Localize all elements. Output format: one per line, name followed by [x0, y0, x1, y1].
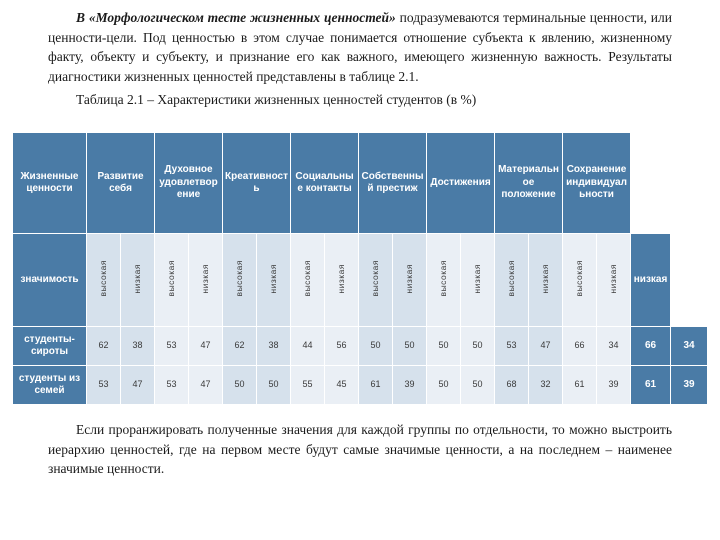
col-h1: Развитие себя	[87, 133, 155, 234]
sub-hi: высокая	[155, 234, 189, 327]
sub-lo: низкая	[393, 234, 427, 327]
cell: 44	[291, 327, 325, 366]
cell: 50	[359, 327, 393, 366]
cell: 50	[223, 366, 257, 405]
cell: 55	[291, 366, 325, 405]
col-h3: Креативность	[223, 133, 291, 234]
cell: 50	[461, 327, 495, 366]
sub-lo: низкая	[529, 234, 563, 327]
cell: 50	[427, 327, 461, 366]
subheader-label: значимость	[13, 234, 87, 327]
sub-hi: высокая	[359, 234, 393, 327]
subheader-row: значимостьвысокаянизкаявысокаянизкаявысо…	[13, 234, 708, 327]
cell: 53	[87, 366, 121, 405]
col-h8: Сохранение индивидуальности	[563, 133, 631, 234]
sub-lo: низкая	[121, 234, 155, 327]
intro-paragraph: В «Морфологическом тесте жизненных ценно…	[48, 8, 672, 110]
col-h6: Достижения	[427, 133, 495, 234]
cell: 53	[155, 366, 189, 405]
sub-lo: низкая	[597, 234, 631, 327]
cell: 62	[87, 327, 121, 366]
sub-lo: низкая	[189, 234, 223, 327]
table-caption: Таблица 2.1 – Характеристики жизненных ц…	[48, 90, 672, 110]
sub-hi: высокая	[291, 234, 325, 327]
cell: 47	[529, 327, 563, 366]
cell: 47	[121, 366, 155, 405]
header-row: Жизненные ценности Развитие себя Духовно…	[13, 133, 708, 234]
sub-hi: высокая	[495, 234, 529, 327]
cell: 66	[563, 327, 597, 366]
sub-lo: низкая	[257, 234, 291, 327]
cell: 61	[359, 366, 393, 405]
cell: 50	[393, 327, 427, 366]
sub-hi: высокая	[563, 234, 597, 327]
cell: 38	[257, 327, 291, 366]
cell: 50	[257, 366, 291, 405]
cell: 34	[597, 327, 631, 366]
row-label: студенты из семей	[13, 366, 87, 405]
cell: 66	[631, 327, 671, 366]
col-h5: Собственный престиж	[359, 133, 427, 234]
cell: 53	[155, 327, 189, 366]
cell: 45	[325, 366, 359, 405]
values-table: Жизненные ценности Развитие себя Духовно…	[12, 132, 708, 405]
col-h0: Жизненные ценности	[13, 133, 87, 234]
cell: 47	[189, 327, 223, 366]
sub-lo: низкая	[461, 234, 495, 327]
cell: 68	[495, 366, 529, 405]
sub-lo-last: низкая	[631, 234, 671, 327]
col-h4: Социальные контакты	[291, 133, 359, 234]
cell: 61	[631, 366, 671, 405]
sub-hi: высокая	[427, 234, 461, 327]
overlay-paragraph: Если проранжировать полученные значения …	[48, 420, 672, 479]
cell: 38	[121, 327, 155, 366]
cell: 47	[189, 366, 223, 405]
cell: 50	[461, 366, 495, 405]
cell: 39	[671, 366, 708, 405]
cell: 34	[671, 327, 708, 366]
cell: 39	[393, 366, 427, 405]
cell: 39	[597, 366, 631, 405]
sub-hi: высокая	[223, 234, 257, 327]
cell: 56	[325, 327, 359, 366]
cell: 53	[495, 327, 529, 366]
sub-lo: низкая	[325, 234, 359, 327]
cell: 62	[223, 327, 257, 366]
cell: 32	[529, 366, 563, 405]
overlay-p1: Если проранжировать полученные значения …	[48, 420, 672, 479]
col-h2: Духовное удовлетворение	[155, 133, 223, 234]
sub-hi: высокая	[87, 234, 121, 327]
row-label: студенты-сироты	[13, 327, 87, 366]
table-row: студенты-сироты6238534762384456505050505…	[13, 327, 708, 366]
intro-title: В «Морфологическом тесте жизненных ценно…	[76, 10, 396, 25]
table-row: студенты из семей53475347505055456139505…	[13, 366, 708, 405]
col-h7: Материальное положение	[495, 133, 563, 234]
cell: 50	[427, 366, 461, 405]
cell: 61	[563, 366, 597, 405]
